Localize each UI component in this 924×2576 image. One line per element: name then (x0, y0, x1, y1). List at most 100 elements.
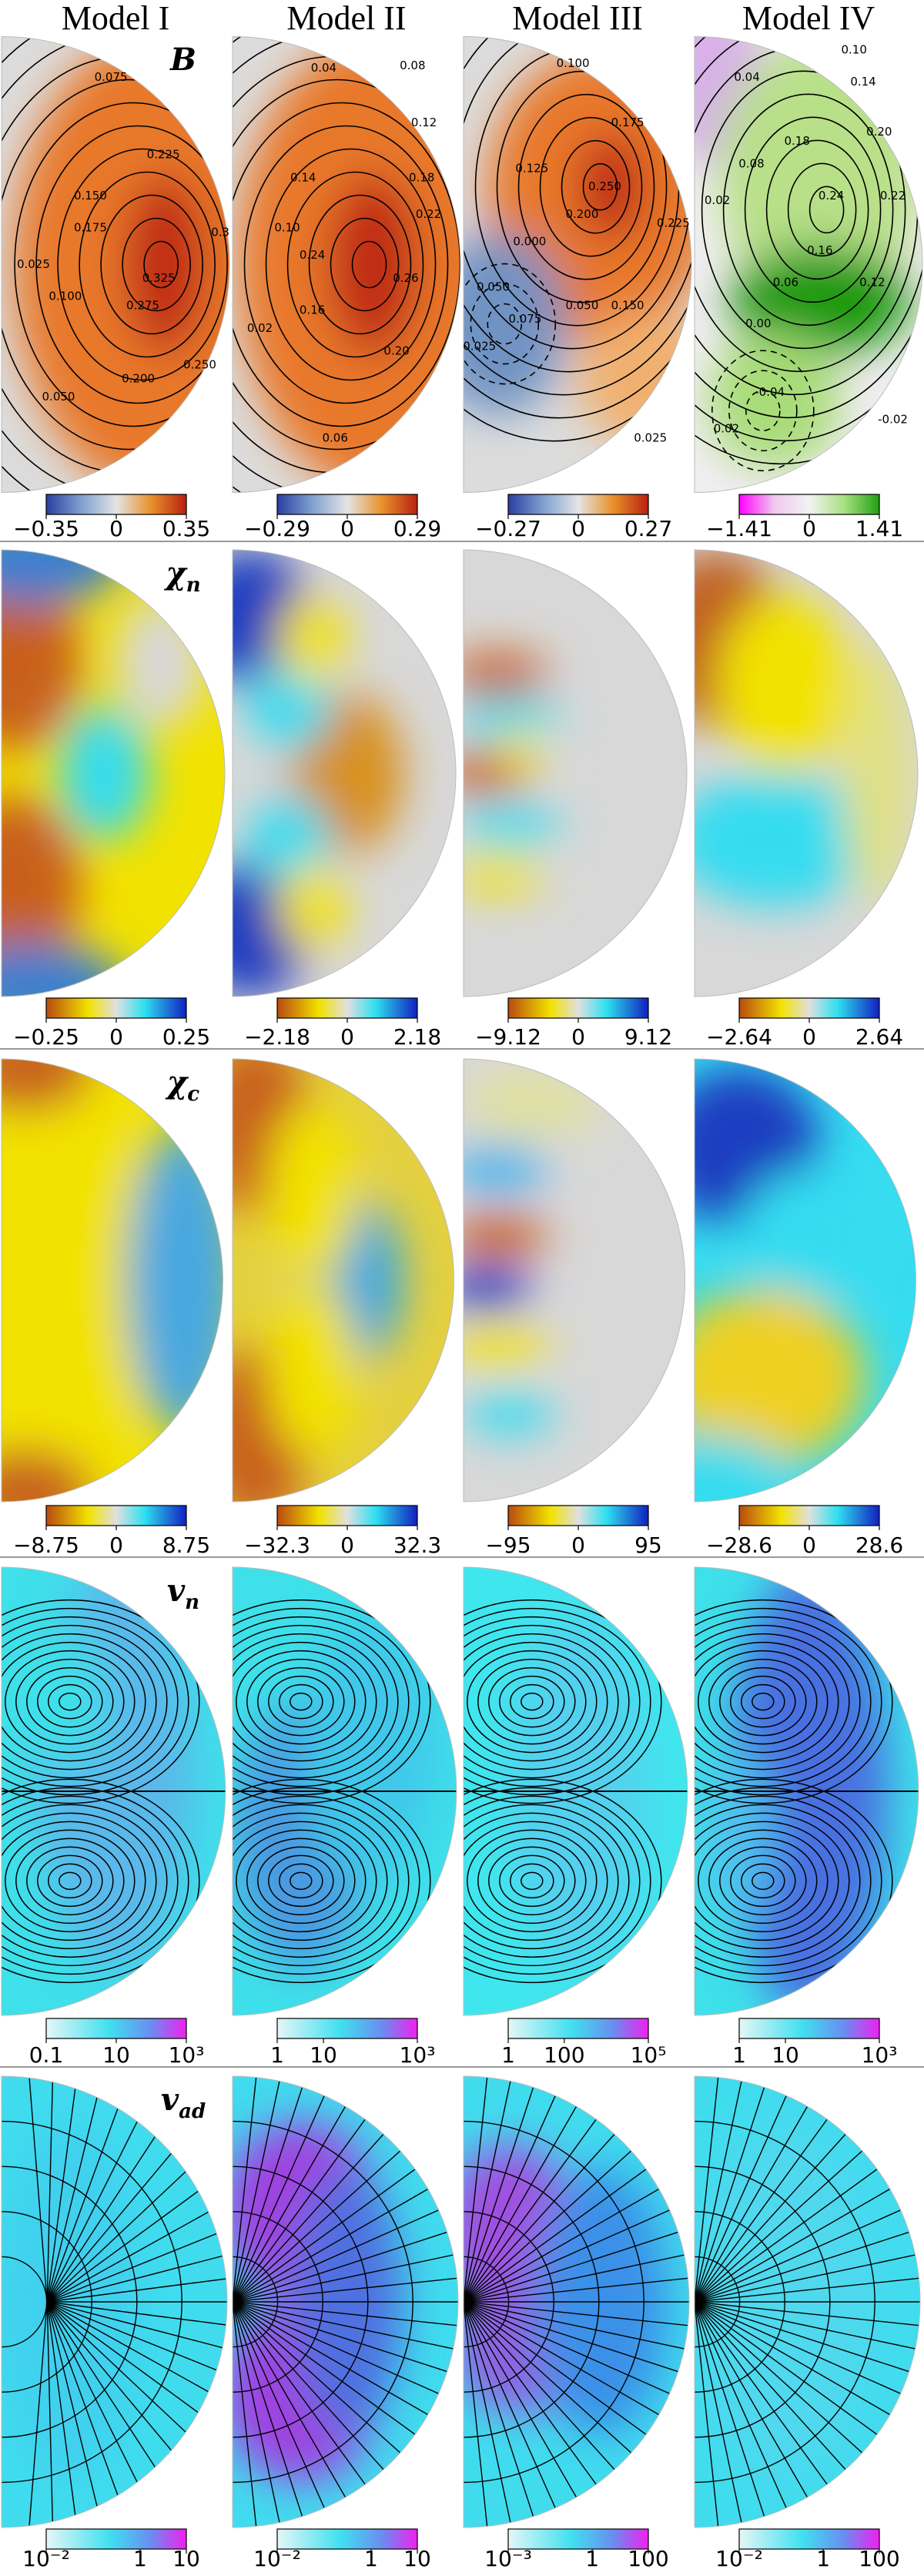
contour-label: 0.02 (714, 421, 739, 435)
streamline (695, 2076, 772, 2303)
colorbar-label: 2.18 (393, 1024, 441, 1050)
panel (695, 550, 918, 997)
contour-label: 0.16 (300, 303, 325, 317)
contour-line (701, 70, 906, 350)
contour-line (539, 116, 643, 257)
colorbar (45, 2018, 187, 2039)
streamline (695, 2301, 862, 2487)
colorbar-label: 8.75 (162, 1533, 210, 1558)
row-label: χn (163, 555, 200, 597)
streamline (488, 1846, 576, 1916)
field-blob (2, 943, 127, 997)
contour-label: 0.10 (841, 42, 866, 56)
streamline (695, 1599, 893, 1804)
contour-label: 0.200 (122, 371, 155, 385)
streamline (464, 2177, 679, 2303)
streamline (464, 2211, 554, 2393)
contour-label: 0.150 (74, 189, 107, 203)
streamline (2, 1624, 168, 1779)
streamline (695, 2256, 741, 2348)
colorbar (738, 2528, 880, 2550)
colorbar-label: 10³ (400, 2042, 436, 2068)
contour-label: 0.175 (74, 221, 107, 235)
streamline (464, 2256, 510, 2348)
streamline (290, 1692, 313, 1711)
contour-label: 0.04 (734, 70, 759, 84)
colorbar-label: 2.64 (855, 1024, 903, 1050)
streamline (2, 1787, 189, 1975)
streamline (464, 2275, 689, 2303)
streamline (464, 2301, 516, 2527)
streamline (46, 2117, 169, 2303)
contour-label: 0.18 (409, 170, 434, 184)
streamline (477, 1658, 587, 1745)
colorbar-label: −8.75 (13, 1533, 79, 1558)
panel-outline (694, 1058, 916, 1502)
streamline (464, 1821, 608, 1941)
field-blob (464, 1391, 555, 1435)
streamline (46, 2301, 169, 2487)
streamline (741, 1683, 785, 1720)
streamline (719, 1846, 807, 1916)
row-label: χc (165, 1064, 199, 1106)
streamline (695, 2301, 896, 2449)
streamline (47, 2301, 227, 2354)
streamline (730, 1854, 796, 1908)
contour-label: 0.050 (565, 298, 598, 312)
colorbar-label: 10³ (862, 2042, 898, 2068)
contour-label: 0.10 (274, 221, 300, 235)
streamline (233, 2076, 285, 2303)
colorbar-label: −0.27 (475, 516, 541, 541)
streamline (2, 1641, 146, 1762)
colorbar-label: 0 (571, 516, 585, 541)
row-label-subscript: n (185, 1591, 199, 1614)
panel-outline (463, 1566, 688, 2016)
streamline (695, 1804, 861, 1958)
colorbar-label: 10⁻³ (484, 2546, 532, 2571)
streamline (698, 1650, 829, 1754)
streamline (46, 2100, 149, 2303)
contour-label: 0.12 (859, 276, 885, 290)
field-blob (464, 1214, 548, 1258)
streamline (752, 1692, 775, 1711)
streamline (233, 2275, 458, 2303)
streamline (233, 1633, 388, 1770)
colorbar-label: 28.6 (855, 1533, 903, 1558)
colorbar-label: −28.6 (706, 1533, 772, 1558)
streamline (233, 1641, 377, 1762)
streamline (2, 2256, 48, 2348)
streamline (46, 2200, 227, 2303)
streamline (47, 2301, 227, 2329)
contour-line (100, 194, 203, 335)
streamline (233, 2166, 369, 2438)
contour-label: 0.24 (300, 248, 325, 262)
streamline (233, 1795, 410, 1967)
streamline (5, 1829, 136, 1933)
row-label: vad (161, 2082, 206, 2123)
colorbar-label: −2.18 (244, 1024, 310, 1050)
colorbar-label: 100 (859, 2546, 899, 2571)
streamline (464, 2120, 645, 2484)
colorbar-label: 95 (634, 1533, 662, 1558)
streamline (464, 2301, 689, 2403)
colorbar-label: 10 (102, 2042, 130, 2068)
streamline (246, 1837, 356, 1924)
contour-line (243, 125, 449, 404)
field-blob (578, 310, 692, 447)
streamline (26, 2076, 48, 2303)
streamline (464, 2249, 689, 2303)
streamline (695, 2100, 842, 2303)
streamline (695, 2301, 920, 2403)
streamline (464, 2301, 611, 2504)
contour-label: 0.025 (463, 340, 496, 353)
streamline (695, 2301, 842, 2504)
streamline (46, 2301, 227, 2403)
streamline (246, 1658, 356, 1745)
streamline (257, 1667, 345, 1737)
field (233, 550, 403, 997)
colorbar-label: 1 (816, 2546, 830, 2571)
contour-line (464, 36, 692, 442)
colorbar-label: 10⁻² (253, 2546, 301, 2571)
